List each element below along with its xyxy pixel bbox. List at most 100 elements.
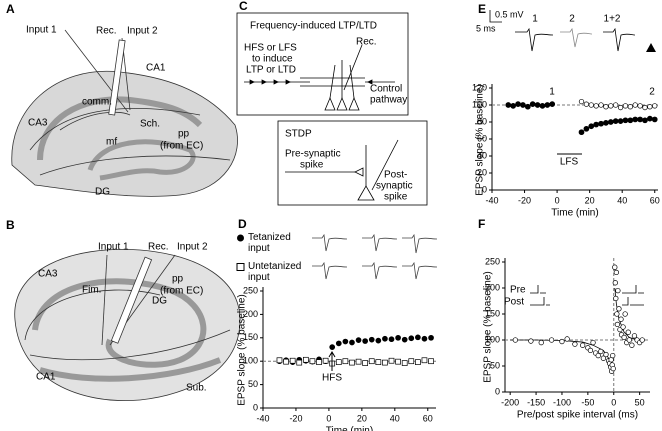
legend-label: Tetanized input [248, 232, 291, 254]
diagram-label: Sch. [140, 119, 160, 130]
marker [408, 358, 415, 365]
marker [316, 359, 322, 365]
marker [368, 358, 375, 365]
marker [615, 287, 621, 294]
inset-label: Post [504, 297, 524, 308]
diagram-label: Post- [384, 170, 407, 181]
diagram-label: Sub. [186, 383, 207, 394]
scale-label: 0.5 mV [495, 9, 524, 19]
marker [593, 103, 599, 109]
y-tick-label: 60 [477, 133, 487, 143]
diagram-label: Input 1 [98, 242, 129, 253]
y-tick-label: 20 [477, 167, 487, 177]
electrode [64, 29, 129, 113]
x-tick-label: 0 [555, 195, 560, 205]
diagram-label: to induce [252, 54, 293, 65]
marker [598, 348, 604, 355]
marker [524, 103, 531, 110]
diagram-label: comm. [82, 97, 112, 108]
marker [626, 337, 632, 343]
trace-label: 1 [532, 14, 538, 25]
x-tick-label: 0 [611, 397, 616, 407]
scale-bar [489, 10, 502, 23]
diagram-label: Control [370, 84, 402, 95]
marker [421, 357, 428, 364]
marker [322, 357, 329, 364]
marker [583, 101, 590, 107]
marker [302, 356, 309, 363]
marker [572, 341, 578, 347]
marker [647, 115, 653, 122]
fiber [39, 155, 231, 176]
dendrite [329, 64, 336, 99]
marker [600, 355, 607, 361]
marker [401, 360, 408, 366]
diagram-label: synaptic [376, 181, 413, 192]
marker [362, 338, 369, 344]
inset-post [530, 297, 550, 306]
marker [388, 336, 395, 343]
y-tick-label: 150 [485, 308, 500, 318]
trace [402, 261, 438, 280]
annotation: LFS [560, 157, 579, 168]
marker [335, 340, 342, 347]
box [236, 12, 409, 116]
fiber [29, 107, 201, 151]
trace [362, 233, 398, 252]
x-tick-label: 40 [390, 413, 400, 423]
marker [631, 333, 638, 339]
marker [529, 101, 536, 108]
marker [401, 336, 408, 343]
marker [629, 342, 635, 348]
marker [539, 102, 546, 109]
diagram-label: Frequency-induced LTP/LTD [250, 21, 377, 32]
marker [620, 324, 626, 330]
hippocampus-b [14, 248, 241, 402]
marker [528, 338, 534, 344]
marker [428, 334, 434, 341]
marker [512, 337, 519, 343]
marker [549, 101, 556, 108]
x-tick-label: -40 [256, 413, 269, 423]
marker [289, 357, 296, 364]
marker [652, 103, 658, 109]
traces-e [489, 10, 656, 52]
y-axis-label: EPSP slope (% baseline) [483, 271, 494, 383]
trace [312, 261, 348, 280]
diagram-label: CA1 [146, 63, 166, 74]
x-tick-label: -100 [553, 397, 571, 407]
hippocampus-a [11, 29, 238, 197]
electrode-rec [108, 39, 126, 116]
marker [544, 102, 551, 108]
diagram-label: spike [384, 192, 408, 203]
diagram-label: Rec. [96, 26, 117, 37]
diagram-label: Input 2 [177, 242, 208, 253]
marker [587, 347, 594, 354]
diagram-label: C [239, 0, 248, 13]
marker [610, 365, 616, 372]
marker [637, 116, 643, 123]
neuron [324, 96, 360, 111]
marker [388, 357, 395, 364]
x-tick-label: 0 [326, 413, 331, 423]
dendrite [349, 64, 355, 99]
cell-layer [32, 278, 207, 368]
legend-marker [236, 263, 245, 271]
marker [627, 117, 634, 124]
marker [395, 334, 401, 341]
x-tick-label: -20 [518, 195, 531, 205]
marker [614, 321, 621, 328]
marker [342, 338, 349, 345]
marker [395, 358, 401, 365]
series-label: 2 [649, 87, 655, 98]
y-tick-label: 200 [485, 282, 500, 292]
marker [349, 339, 355, 346]
marker [642, 117, 648, 124]
marker [617, 104, 624, 111]
diagram-label: Input 2 [127, 26, 158, 37]
electrode [343, 44, 363, 91]
diagram-label: CA3 [38, 269, 58, 280]
marker [590, 339, 596, 346]
marker [382, 335, 388, 342]
